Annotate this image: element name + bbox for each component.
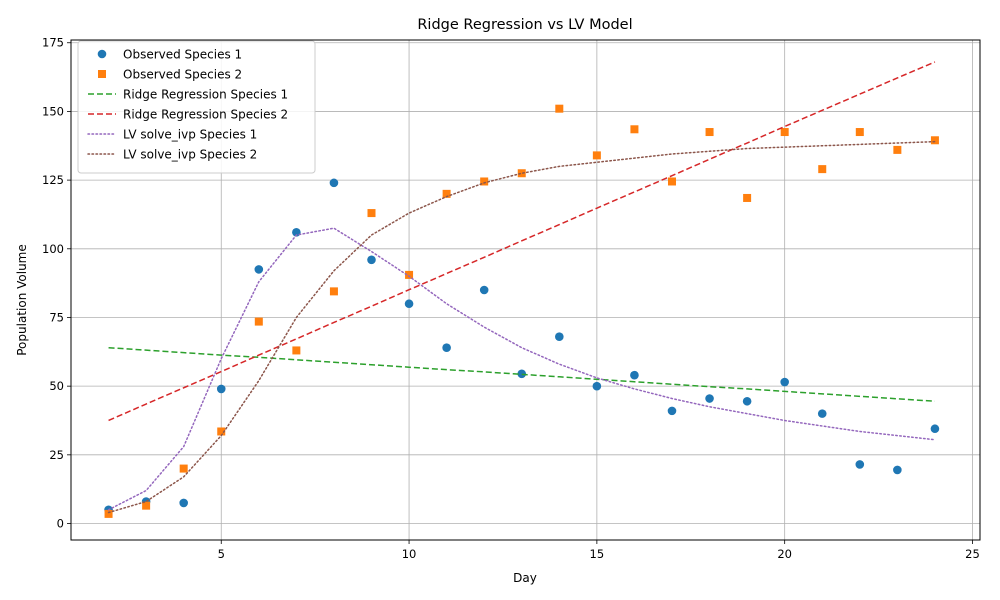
data-point xyxy=(217,427,226,436)
data-point xyxy=(480,177,489,186)
series-lv-solve-ivp-species-2 xyxy=(107,140,936,514)
x-axis-label: Day xyxy=(513,571,537,585)
data-point xyxy=(254,265,264,274)
data-point xyxy=(930,136,939,145)
chart-title: Ridge Regression vs LV Model xyxy=(417,17,632,33)
plot-area: 5 10 15 20 25 0 25 50 75 100 125 150 175 xyxy=(42,36,981,561)
x-tick-label: 15 xyxy=(590,547,605,561)
data-point xyxy=(705,394,714,403)
legend-box xyxy=(77,40,316,174)
x-tick-label: 5 xyxy=(218,547,225,561)
data-point xyxy=(292,346,301,355)
data-point xyxy=(930,424,940,434)
data-point xyxy=(780,128,789,137)
data-point xyxy=(630,125,639,134)
data-point xyxy=(555,104,564,113)
data-point xyxy=(329,287,338,296)
data-point xyxy=(555,332,564,342)
legend-entries: Observed Species 1 Observed Species 2 Ridg… xyxy=(87,48,288,162)
data-point xyxy=(893,465,902,475)
data-point xyxy=(367,255,376,265)
data-point xyxy=(254,317,263,326)
data-point xyxy=(855,460,865,469)
data-point xyxy=(817,409,827,418)
series-layer xyxy=(104,61,940,518)
legend-entry: Observed Species 2 xyxy=(98,68,242,82)
data-point xyxy=(780,377,789,387)
plot-frame xyxy=(70,39,981,541)
data-point xyxy=(630,370,639,380)
legend-label: Observed Species 1 xyxy=(123,48,242,62)
legend-label: Ridge Regression Species 1 xyxy=(123,88,288,102)
legend-label: Observed Species 2 xyxy=(123,68,242,82)
data-point xyxy=(329,178,339,188)
x-axis-ticks: 5 10 15 20 25 xyxy=(218,540,980,561)
legend-entry: Ridge Regression Species 2 xyxy=(88,108,288,122)
data-point xyxy=(592,151,601,160)
y-axis-ticks: 0 25 50 75 100 125 150 175 xyxy=(42,36,71,531)
series-line xyxy=(108,61,936,422)
series-ridge-regression-species-2 xyxy=(108,61,936,422)
data-point xyxy=(517,169,526,178)
series-ridge-regression-species-1 xyxy=(108,346,935,403)
data-point xyxy=(893,145,902,154)
legend-label: Ridge Regression Species 2 xyxy=(123,108,288,122)
data-point xyxy=(743,193,752,202)
data-point xyxy=(592,381,602,391)
series-observed-species-2 xyxy=(104,104,939,518)
legend-entry: LV solve_ivp Species 2 xyxy=(87,148,257,162)
data-point xyxy=(442,343,451,352)
data-point xyxy=(142,501,151,510)
y-tick-label: 50 xyxy=(49,379,64,393)
series-line xyxy=(108,346,935,403)
legend-entry: Ridge Regression Species 1 xyxy=(88,88,288,102)
y-axis-label: Population Volume xyxy=(15,244,29,356)
data-point xyxy=(404,299,414,309)
data-point xyxy=(216,384,226,394)
series-line xyxy=(107,140,936,514)
y-tick-label: 25 xyxy=(49,448,64,462)
x-tick-label: 25 xyxy=(965,547,980,561)
data-point xyxy=(818,165,827,174)
data-point xyxy=(705,128,714,137)
data-point xyxy=(442,189,451,198)
x-tick-label: 20 xyxy=(777,547,792,561)
y-tick-label: 125 xyxy=(42,173,64,187)
y-tick-label: 0 xyxy=(57,517,64,531)
data-point xyxy=(667,177,676,186)
legend-label: LV solve_ivp Species 1 xyxy=(123,128,257,142)
legend-swatch xyxy=(97,49,107,59)
y-tick-label: 75 xyxy=(49,310,64,324)
legend-entry: Observed Species 1 xyxy=(97,48,242,62)
data-point xyxy=(667,406,677,416)
y-tick-label: 100 xyxy=(42,242,64,256)
series-line xyxy=(107,227,936,511)
series-lv-solve-ivp-species-1 xyxy=(107,227,936,511)
data-point xyxy=(179,464,188,473)
data-point xyxy=(179,498,188,508)
data-point xyxy=(367,209,376,218)
data-point xyxy=(104,509,113,518)
legend-label: LV solve_ivp Species 2 xyxy=(123,148,257,162)
legend: Observed Species 1 Observed Species 2 Ridg… xyxy=(77,40,316,174)
y-tick-label: 175 xyxy=(42,36,64,50)
data-point xyxy=(479,285,489,295)
data-point xyxy=(742,396,752,406)
legend-entry: LV solve_ivp Species 1 xyxy=(87,128,257,142)
legend-swatch xyxy=(98,70,106,78)
data-point xyxy=(855,128,864,137)
x-tick-label: 10 xyxy=(402,547,417,561)
y-tick-label: 150 xyxy=(42,104,64,118)
data-point xyxy=(405,270,414,279)
